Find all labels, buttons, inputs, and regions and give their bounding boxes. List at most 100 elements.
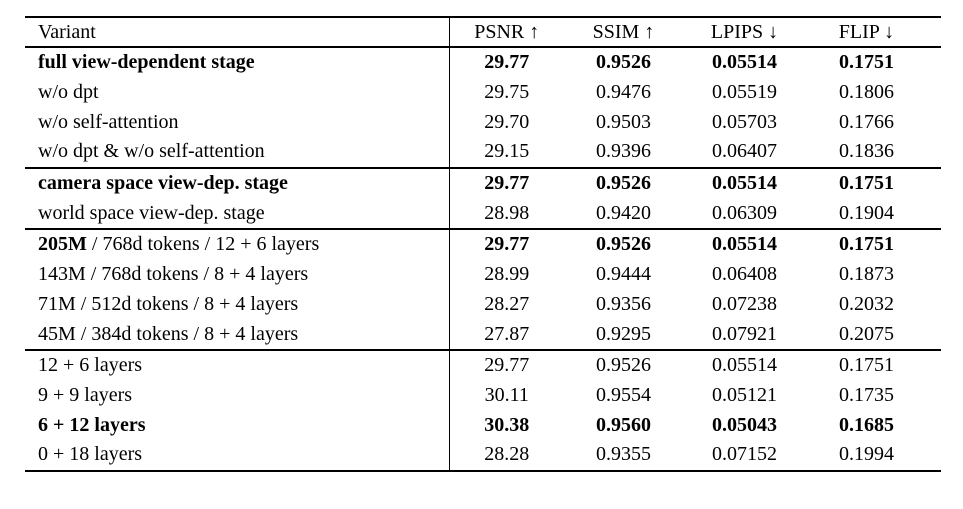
metric-value: 0.1735 (839, 383, 894, 406)
metric-value: 0.9560 (596, 413, 651, 436)
metric-value: 0.9420 (596, 201, 651, 224)
metric-value: 0.9356 (596, 292, 651, 315)
table-row: 45M / 384d tokens / 8 + 4 layers 27.87 0.9… (25, 319, 941, 350)
table-row: camera space view-dep. stage 29.77 0.9526 0… (25, 166, 941, 199)
variant-cell: 45M / 384d tokens / 8 + 4 layers (25, 319, 450, 350)
metric-value: 28.98 (484, 201, 530, 224)
variant-label: 45M / 384d tokens / 8 + 4 layers (38, 322, 299, 345)
metric-value: 30.11 (484, 383, 529, 406)
metric-value: 0.9396 (596, 140, 651, 163)
metric-value: 0.9355 (596, 443, 651, 466)
metric-value: 0.05514 (683, 166, 806, 199)
metric-value: 0.05703 (712, 110, 777, 133)
metric-value: 0.9295 (596, 322, 651, 345)
metric-value: 0.1806 (839, 81, 894, 104)
metric-value: 0.05519 (712, 81, 777, 104)
header-row: Variant PSNR ↑ SSIM ↑ LPIPS ↓ FLIP ↓ (25, 17, 941, 48)
metric-value: 0.06408 (712, 263, 777, 286)
table-row: 0 + 18 layers 28.28 0.9355 0.07152 0.1994 (25, 439, 941, 471)
variant-label: w/o dpt (38, 81, 99, 104)
metric-value: 27.87 (484, 322, 530, 345)
table-row: 71M / 512d tokens / 8 + 4 layers 28.27 0.9… (25, 289, 941, 320)
table-row: w/o self-attention 29.70 0.9503 0.05703 0.17… (25, 107, 941, 138)
metric-value: 29.75 (484, 81, 530, 104)
metric-value: 0.1836 (839, 140, 894, 163)
variant-label: 9 + 9 layers (38, 383, 133, 406)
table-row: 9 + 9 layers 30.11 0.9554 0.05121 0.1735 (25, 380, 941, 411)
metric-value: 29.77 (449, 348, 564, 381)
variant-label-bold: camera space view-dep. stage (38, 172, 288, 195)
metric-value: 0.05514 (712, 51, 777, 74)
col-header-psnr: PSNR ↑ (449, 17, 564, 48)
variant-label: 0 + 18 layers (38, 443, 143, 466)
variant-label: 143M / 768d tokens / 8 + 4 layers (38, 263, 309, 286)
variant-cell: 12 + 6 layers (25, 348, 450, 381)
variant-label-bold: 6 + 12 layers (38, 413, 146, 436)
variant-label: 71M / 512d tokens / 8 + 4 layers (38, 292, 299, 315)
variant-cell: w/o self-attention (25, 107, 450, 138)
table-row: full view-dependent stage 29.77 0.9526 0.05… (25, 47, 941, 78)
ablation-table: Variant PSNR ↑ SSIM ↑ LPIPS ↓ FLIP ↓ ful… (25, 16, 941, 472)
metric-value: 0.1751 (806, 348, 941, 381)
variant-cell: 9 + 9 layers (25, 380, 450, 411)
table-row: w/o dpt & w/o self-attention 29.15 0.9396 0… (25, 137, 941, 168)
metric-value: 0.07921 (712, 322, 777, 345)
table-row: 143M / 768d tokens / 8 + 4 layers 28.99 0.… (25, 259, 941, 290)
metric-value: 0.9503 (596, 110, 651, 133)
metric-value: 0.1685 (839, 413, 894, 436)
metric-value: 0.9444 (596, 263, 651, 286)
metric-value: 0.06309 (712, 201, 777, 224)
metric-value: 0.2075 (839, 322, 894, 345)
metric-value: 29.77 (449, 166, 564, 199)
table-row: 6 + 12 layers 30.38 0.9560 0.05043 0.1685 (25, 410, 941, 440)
metric-value: 0.05043 (712, 413, 777, 436)
metric-value: 0.1766 (839, 110, 894, 133)
variant-label: 12 + 6 layers (38, 354, 143, 377)
col-header-lpips: LPIPS ↓ (683, 17, 806, 48)
metric-value: 0.9476 (596, 81, 651, 104)
metric-value: 29.77 (484, 51, 530, 74)
col-header-flip: FLIP ↓ (806, 17, 941, 48)
metric-value: 0.9526 (564, 348, 683, 381)
metric-value: 28.99 (484, 263, 530, 286)
metric-value: 29.15 (484, 140, 530, 163)
variant-cell: 71M / 512d tokens / 8 + 4 layers (25, 289, 450, 320)
metric-value: 28.28 (484, 443, 530, 466)
variant-cell: 0 + 18 layers (25, 439, 450, 471)
metric-value: 0.07238 (712, 292, 777, 315)
metric-value: 0.2032 (839, 292, 894, 315)
metric-value: 0.1751 (806, 166, 941, 199)
metric-value: 28.27 (484, 292, 530, 315)
variant-cell: w/o dpt (25, 77, 450, 108)
variant-label: world space view-dep. stage (38, 201, 265, 224)
variant-cell: full view-dependent stage (25, 47, 450, 78)
variant-cell: 6 + 12 layers (25, 410, 450, 440)
metric-value: 0.05121 (712, 383, 777, 406)
variant-cell: world space view-dep. stage (25, 198, 450, 230)
variant-label-bold: full view-dependent stage (38, 51, 255, 74)
metric-value: 0.1873 (839, 263, 894, 286)
variant-cell: 143M / 768d tokens / 8 + 4 layers (25, 259, 450, 290)
metric-value: 29.70 (484, 110, 530, 133)
metric-value: 0.1751 (806, 228, 941, 260)
metric-value: 29.77 (449, 228, 564, 260)
metric-value: 0.9526 (564, 228, 683, 260)
metric-value: 0.9526 (564, 166, 683, 199)
table-row: w/o dpt 29.75 0.9476 0.05519 0.1806 (25, 77, 941, 108)
col-header-ssim: SSIM ↑ (564, 17, 683, 48)
metric-value: 0.06407 (712, 140, 777, 163)
table-row: 12 + 6 layers 29.77 0.9526 0.05514 0.1751 (25, 348, 941, 381)
variant-cell: w/o dpt & w/o self-attention (25, 137, 450, 168)
table-row: 205M / 768d tokens / 12 + 6 layers 29.77 0… (25, 228, 941, 260)
col-header-variant: Variant (25, 17, 450, 48)
metric-value: 0.05514 (683, 228, 806, 260)
metric-value: 0.1994 (839, 443, 894, 466)
metric-value: 30.38 (484, 413, 530, 436)
metric-value: 0.9554 (596, 383, 651, 406)
table-body: full view-dependent stage 29.77 0.9526 0.05… (25, 47, 941, 471)
metric-value: 0.05514 (683, 348, 806, 381)
variant-label-bold: 205M (38, 233, 87, 256)
variant-label: w/o self-attention (38, 110, 179, 133)
table-row: world space view-dep. stage 28.98 0.9420 0.… (25, 198, 941, 230)
